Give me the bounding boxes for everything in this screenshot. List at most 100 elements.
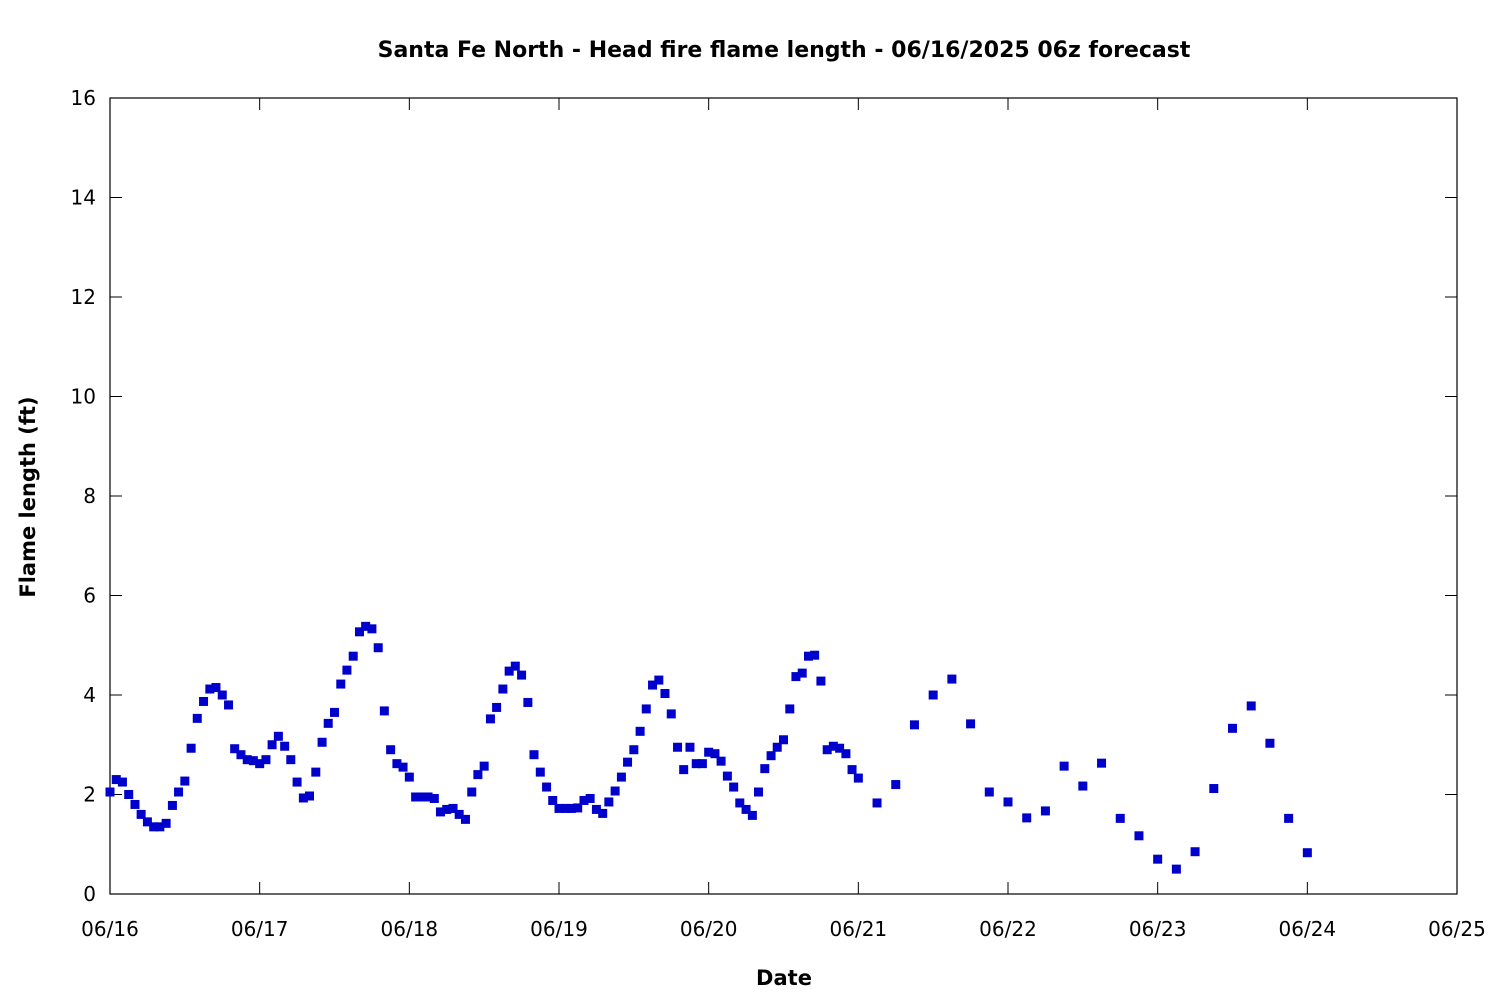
data-point [697, 759, 707, 769]
data-point [473, 770, 483, 780]
y-tick-label: 14 [71, 186, 96, 210]
data-point [1040, 806, 1050, 816]
data-point [404, 772, 414, 782]
data-point [816, 676, 826, 686]
data-point [891, 780, 901, 790]
data-point [161, 818, 171, 828]
chart-title: Santa Fe North - Head fire flame length … [378, 38, 1191, 63]
data-point [330, 707, 339, 717]
data-point [729, 782, 739, 792]
data-point [1003, 797, 1013, 807]
data-point [248, 756, 258, 766]
data-point [1134, 831, 1144, 841]
data-point [435, 807, 445, 817]
data-point [255, 759, 265, 769]
data-point [149, 822, 159, 832]
x-tick-label: 06/25 [1428, 917, 1486, 941]
x-tick-label: 06/19 [530, 917, 588, 941]
data-point [822, 745, 832, 755]
data-point [691, 759, 701, 769]
y-tick-label: 8 [83, 484, 96, 508]
data-point [1078, 781, 1088, 791]
data-point [267, 740, 277, 750]
x-tick-label: 06/18 [381, 917, 439, 941]
data-point [398, 762, 408, 772]
data-point [211, 683, 221, 693]
data-point [635, 726, 645, 736]
data-point [429, 793, 439, 803]
data-point [579, 795, 589, 805]
y-tick-label: 10 [71, 385, 96, 409]
data-point [828, 741, 838, 751]
data-point [629, 745, 639, 755]
data-point [909, 720, 919, 730]
data-point [710, 749, 720, 759]
data-point [791, 672, 801, 682]
data-point [504, 666, 514, 676]
data-point [411, 792, 421, 802]
data-point [947, 674, 957, 684]
data-point [230, 744, 240, 754]
data-point [1190, 847, 1200, 857]
data-point [180, 776, 190, 786]
data-point [747, 810, 757, 820]
data-point [336, 679, 346, 689]
data-point [1209, 784, 1219, 794]
data-point [423, 792, 433, 802]
data-point [785, 704, 795, 714]
data-point [542, 782, 552, 792]
data-point [192, 713, 202, 723]
data-point [373, 643, 383, 653]
data-point [1265, 738, 1275, 748]
data-point [217, 690, 227, 700]
data-point [492, 702, 502, 712]
data-point [242, 755, 252, 765]
x-axis-title: Date [756, 966, 812, 990]
data-point [280, 741, 290, 751]
data-point [841, 749, 851, 759]
data-point [236, 750, 246, 760]
data-point [305, 791, 315, 801]
data-point [529, 750, 539, 760]
data-point [604, 797, 614, 807]
y-tick-label: 2 [83, 783, 96, 807]
data-point [623, 757, 633, 767]
data-point [130, 799, 140, 809]
data-point [1246, 701, 1256, 711]
data-point [722, 771, 732, 781]
data-point [853, 773, 863, 783]
data-point [598, 808, 608, 818]
data-point [1059, 761, 1069, 771]
data-point [654, 675, 664, 685]
data-point [448, 803, 458, 813]
data-point [984, 787, 994, 797]
data-point [1284, 813, 1294, 823]
data-point [741, 804, 751, 814]
data-point [348, 651, 358, 661]
data-point [810, 650, 820, 660]
axes: 0 2 4 6 8 10 12 14 16 06/16 06/17 06/18 06/19 06/20 06… [71, 86, 1486, 941]
data-point [479, 761, 489, 771]
data-point [772, 742, 782, 752]
data-point [872, 798, 882, 808]
data-point [1115, 813, 1125, 823]
data-point [510, 661, 520, 671]
data-point [317, 737, 327, 747]
data-point [704, 747, 714, 757]
data-point [1228, 723, 1237, 733]
data-point [442, 804, 452, 814]
data-point [966, 719, 976, 729]
y-axis-title: Flame length (ft) [16, 396, 40, 597]
data-point [523, 697, 533, 707]
data-point [554, 803, 564, 813]
y-tick-label: 4 [83, 683, 96, 707]
data-point [779, 735, 788, 745]
data-point [273, 731, 283, 741]
data-point [735, 798, 745, 808]
data-point [392, 759, 402, 769]
data-point [417, 792, 427, 802]
data-point [354, 627, 364, 637]
x-tick-label: 06/17 [231, 917, 289, 941]
data-point [323, 718, 333, 728]
